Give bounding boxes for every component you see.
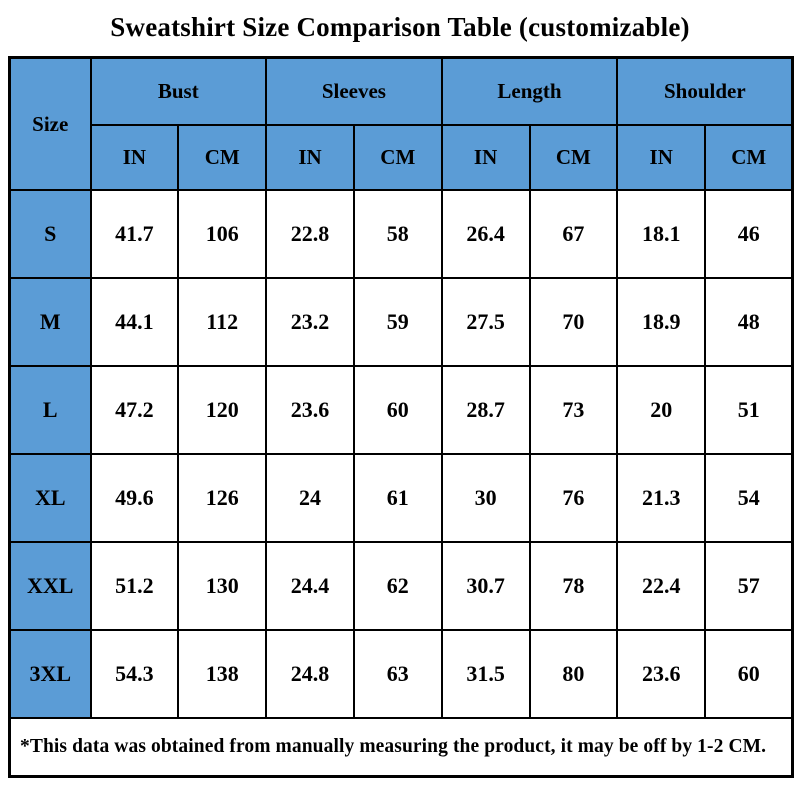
page-title: Sweatshirt Size Comparison Table (custom… bbox=[110, 12, 690, 42]
size-label-m: M bbox=[8, 277, 92, 367]
value-cell: 57 bbox=[704, 541, 794, 631]
table-row-xl: XL 49.6 126 24 61 30 76 21.3 54 bbox=[8, 453, 794, 543]
value-cell: 61 bbox=[352, 453, 443, 543]
column-group-shoulder: Shoulder bbox=[616, 56, 794, 126]
column-subheader-length-in: IN bbox=[440, 124, 531, 191]
value-cell: 67 bbox=[528, 189, 619, 279]
value-cell: 30 bbox=[440, 453, 531, 543]
value-cell: 62 bbox=[352, 541, 443, 631]
column-subheader-bust-cm: CM bbox=[177, 124, 268, 191]
size-label-s: S bbox=[8, 189, 92, 279]
value-cell: 60 bbox=[352, 365, 443, 455]
column-group-bust: Bust bbox=[89, 56, 268, 126]
table-footer: *This data was obtained from manually me… bbox=[8, 717, 794, 778]
value-cell: 63 bbox=[352, 629, 443, 719]
table-row-xxl: XXL 51.2 130 24.4 62 30.7 78 22.4 57 bbox=[8, 541, 794, 631]
footnote-row: *This data was obtained from manually me… bbox=[8, 717, 794, 778]
value-cell: 23.2 bbox=[265, 277, 355, 367]
value-cell: 138 bbox=[177, 629, 268, 719]
value-cell: 30.7 bbox=[440, 541, 531, 631]
header-group-row: Size Bust Sleeves Length Shoulder bbox=[8, 56, 794, 191]
value-cell: 58 bbox=[352, 189, 443, 279]
column-subheader-shoulder-cm: CM bbox=[704, 124, 794, 191]
value-cell: 51 bbox=[704, 365, 794, 455]
value-cell: 106 bbox=[177, 189, 268, 279]
table-row-s: S 41.7 106 22.8 58 26.4 67 18.1 46 bbox=[8, 189, 794, 279]
value-cell: 80 bbox=[528, 629, 619, 719]
value-cell: 24.8 bbox=[265, 629, 355, 719]
value-cell: 20 bbox=[616, 365, 707, 455]
value-cell: 70 bbox=[528, 277, 619, 367]
column-subheader-shoulder-in: IN bbox=[616, 124, 707, 191]
value-cell: 44.1 bbox=[89, 277, 180, 367]
size-label-3xl: 3XL bbox=[8, 629, 92, 719]
value-cell: 31.5 bbox=[440, 629, 531, 719]
value-cell: 76 bbox=[528, 453, 619, 543]
value-cell: 24.4 bbox=[265, 541, 355, 631]
value-cell: 47.2 bbox=[89, 365, 180, 455]
column-group-sleeves: Sleeves bbox=[265, 56, 443, 126]
value-cell: 112 bbox=[177, 277, 268, 367]
value-cell: 27.5 bbox=[440, 277, 531, 367]
header-unit-row: IN CM IN CM IN CM IN CM bbox=[10, 124, 794, 191]
table-row-l: L 47.2 120 23.6 60 28.7 73 20 51 bbox=[8, 365, 794, 455]
value-cell: 51.2 bbox=[89, 541, 180, 631]
value-cell: 54 bbox=[704, 453, 794, 543]
column-group-length: Length bbox=[440, 56, 619, 126]
column-header-size: Size bbox=[8, 56, 92, 191]
value-cell: 78 bbox=[528, 541, 619, 631]
value-cell: 18.1 bbox=[616, 189, 707, 279]
value-cell: 26.4 bbox=[440, 189, 531, 279]
value-cell: 28.7 bbox=[440, 365, 531, 455]
size-label-xl: XL bbox=[8, 453, 92, 543]
value-cell: 22.8 bbox=[265, 189, 355, 279]
table-row-m: M 44.1 112 23.2 59 27.5 70 18.9 48 bbox=[8, 277, 794, 367]
size-label-l: L bbox=[8, 365, 92, 455]
size-comparison-table: Size Bust Sleeves Length Shoulder IN CM … bbox=[8, 56, 795, 778]
value-cell: 54.3 bbox=[89, 629, 180, 719]
value-cell: 120 bbox=[177, 365, 268, 455]
table-body: S 41.7 106 22.8 58 26.4 67 18.1 46 M 44.… bbox=[8, 189, 794, 719]
value-cell: 130 bbox=[177, 541, 268, 631]
value-cell: 73 bbox=[528, 365, 619, 455]
value-cell: 22.4 bbox=[616, 541, 707, 631]
value-cell: 18.9 bbox=[616, 277, 707, 367]
table-row-3xl: 3XL 54.3 138 24.8 63 31.5 80 23.6 60 bbox=[8, 629, 794, 719]
column-subheader-length-cm: CM bbox=[528, 124, 619, 191]
size-label-xxl: XXL bbox=[8, 541, 92, 631]
value-cell: 49.6 bbox=[89, 453, 180, 543]
column-subheader-bust-in: IN bbox=[89, 124, 180, 191]
column-subheader-sleeves-in: IN bbox=[265, 124, 355, 191]
value-cell: 46 bbox=[704, 189, 794, 279]
value-cell: 48 bbox=[704, 277, 794, 367]
footnote-text: *This data was obtained from manually me… bbox=[8, 717, 794, 778]
value-cell: 21.3 bbox=[616, 453, 707, 543]
table-header: Size Bust Sleeves Length Shoulder IN CM … bbox=[8, 56, 794, 191]
value-cell: 59 bbox=[352, 277, 443, 367]
value-cell: 23.6 bbox=[616, 629, 707, 719]
column-subheader-sleeves-cm: CM bbox=[352, 124, 443, 191]
value-cell: 60 bbox=[704, 629, 794, 719]
value-cell: 126 bbox=[177, 453, 268, 543]
value-cell: 24 bbox=[265, 453, 355, 543]
value-cell: 41.7 bbox=[89, 189, 180, 279]
value-cell: 23.6 bbox=[265, 365, 355, 455]
